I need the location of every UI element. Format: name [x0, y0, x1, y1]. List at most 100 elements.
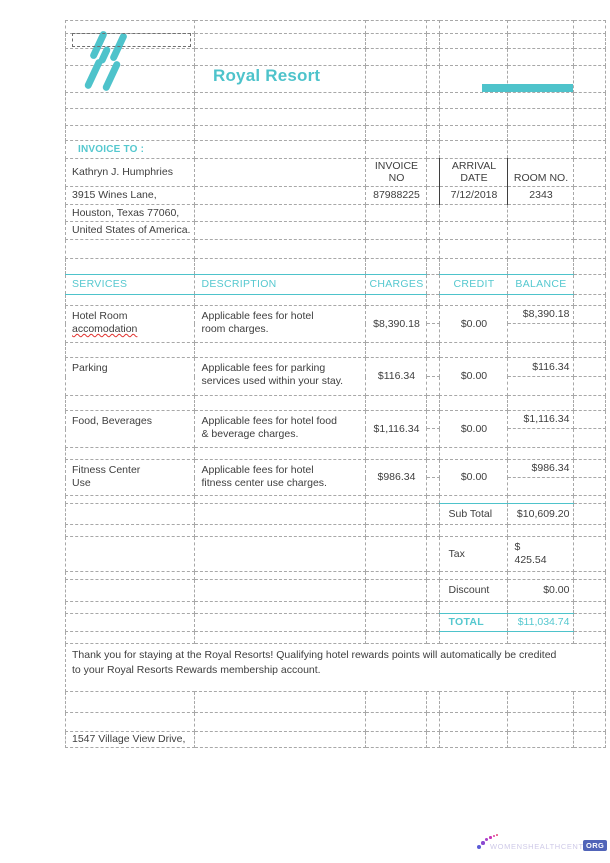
tax-label: Tax [439, 536, 509, 572]
grid-cell [573, 395, 607, 411]
grid-cell [439, 342, 509, 358]
grid-cell [194, 204, 367, 222]
grid-cell [439, 239, 509, 259]
grid-cell [439, 294, 509, 306]
grid-cell [573, 691, 607, 713]
grid-cell [365, 613, 428, 632]
grid-cell [365, 731, 428, 748]
total-label: TOTAL [439, 613, 509, 632]
tax-value: $ 425.54 [507, 536, 575, 572]
grid-cell [365, 140, 428, 159]
grid-cell [194, 395, 367, 411]
grid-cell [507, 342, 575, 358]
grid-cell [426, 579, 441, 602]
room-no-value: 2343 [507, 186, 575, 205]
grid-cell [194, 239, 367, 259]
grid-cell [365, 204, 428, 222]
grid-cell [573, 342, 607, 358]
service-description: Applicable fees for hotel food & beverag… [194, 410, 367, 448]
service-name: Food, Beverages [64, 410, 196, 448]
grid-cell [194, 342, 367, 358]
grid-cell [426, 601, 441, 614]
grid-cell [573, 158, 607, 187]
grid-cell [439, 524, 509, 537]
grid-cell [573, 524, 607, 537]
grid-cell [194, 601, 367, 614]
grid-cell [573, 65, 607, 93]
grid-cell [426, 33, 441, 49]
watermark-text: WOMENSHEALTHCENTER. [490, 842, 598, 851]
invoice-no-header: INVOICE NO [365, 158, 428, 187]
grid-cell [439, 495, 509, 504]
grid-cell [426, 274, 441, 295]
grid-cell [194, 186, 367, 205]
grid-cell [426, 108, 441, 126]
service-balance: $1,116.34 [507, 410, 575, 429]
address-line-2: Houston, Texas 77060, [64, 204, 196, 222]
grid-cell [426, 305, 441, 324]
grid-cell [64, 712, 196, 732]
grid-cell [426, 503, 441, 525]
grid-cell [64, 536, 196, 572]
grid-cell [194, 579, 367, 602]
grid-cell [507, 376, 575, 396]
subtotal-label: Sub Total [439, 503, 509, 525]
grid-cell [439, 204, 509, 222]
grid-cell [365, 536, 428, 572]
grid-cell [64, 447, 196, 460]
service-charges: $8,390.18 [365, 305, 428, 343]
grid-cell [507, 691, 575, 713]
grid-cell [426, 342, 441, 358]
grid-cell [64, 294, 196, 306]
arrival-date-header: ARRIVAL DATE [439, 158, 509, 187]
grid-cell [365, 495, 428, 504]
grid-cell [439, 221, 509, 240]
grid-cell [426, 428, 441, 448]
grid-cell [426, 140, 441, 159]
service-credit: $0.00 [439, 410, 509, 448]
grid-cell [573, 428, 607, 448]
service-description: Applicable fees for hotel room charges. [194, 305, 367, 343]
grid-cell [439, 33, 509, 49]
arrival-date-value: 7/12/2018 [439, 186, 509, 205]
grid-cell [573, 579, 607, 602]
grid-cell [439, 731, 509, 748]
grid-cell [194, 125, 367, 141]
grid-cell [439, 447, 509, 460]
service-charges: $986.34 [365, 459, 428, 496]
grid-cell [194, 108, 367, 126]
grid-cell [365, 395, 428, 411]
service-description: Applicable fees for hotel fitness center… [194, 459, 367, 496]
grid-cell [426, 323, 441, 343]
grid-cell [365, 239, 428, 259]
grid-cell [507, 323, 575, 343]
grid-cell [194, 221, 367, 240]
grid-cell [439, 691, 509, 713]
grid-cell [573, 477, 607, 496]
grid-cell [426, 357, 441, 377]
grid-cell [507, 108, 575, 126]
grid-cell [64, 613, 196, 632]
grid-cell [426, 258, 441, 275]
grid-cell [573, 410, 607, 429]
discount-label: Discount [439, 579, 509, 602]
grid-cell [64, 258, 196, 275]
grid-cell [64, 108, 196, 126]
grid-cell [507, 447, 575, 460]
grid-cell [507, 258, 575, 275]
grid-cell [64, 571, 196, 580]
grid-cell [507, 631, 575, 644]
grid-cell [439, 20, 509, 34]
grid-cell [194, 712, 367, 732]
grid-cell [194, 158, 367, 187]
grid-cell [426, 158, 441, 187]
selected-cell-marquee [72, 33, 191, 47]
service-charges: $1,116.34 [365, 410, 428, 448]
grid-cell [573, 92, 607, 109]
grid-cell [439, 395, 509, 411]
grid-cell [426, 294, 441, 306]
grid-cell [194, 140, 367, 159]
grid-cell [194, 731, 367, 748]
col-header-credit: CREDIT [439, 274, 509, 295]
